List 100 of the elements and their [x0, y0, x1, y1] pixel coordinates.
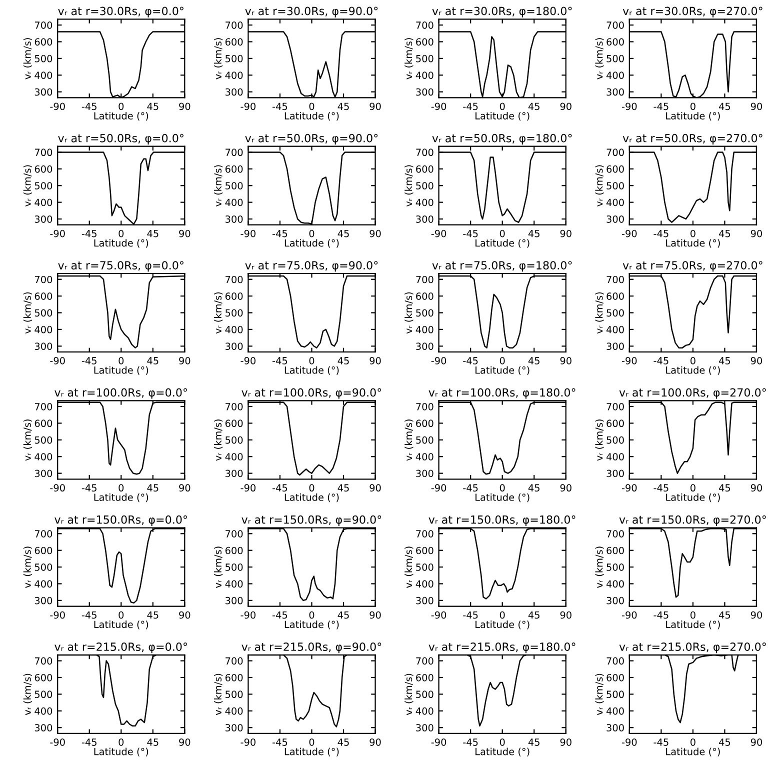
x-tick-label: 0 [500, 738, 505, 746]
y-tick-label: 700 [416, 530, 434, 538]
y-tick-label: 500 [226, 436, 243, 444]
x-tick-label: 90 [179, 484, 190, 492]
chart-title: vᵣ at r=50.0Rs, φ=0.0° [58, 134, 184, 144]
y-tick-label: 500 [416, 54, 434, 62]
y-tick-label: 400 [606, 707, 624, 715]
y-tick-label: 700 [606, 22, 624, 29]
y-axis-title: vᵣ (km/s) [404, 292, 414, 334]
x-tick-label: -45 [463, 102, 478, 110]
x-tick-label: -45 [82, 357, 96, 364]
y-tick-label: 600 [606, 165, 624, 173]
y-axis-title: vᵣ (km/s) [595, 165, 604, 206]
y-tick-label: 400 [225, 707, 243, 715]
y-tick-label: 500 [226, 564, 243, 571]
x-axis-title: Latitude (°) [666, 748, 720, 756]
x-tick-label: -45 [654, 357, 668, 364]
x-tick-label: 90 [750, 611, 762, 619]
y-tick-label: 400 [34, 707, 52, 715]
y-tick-label: 600 [416, 165, 434, 173]
x-axis-title: Latitude (°) [476, 112, 530, 121]
y-tick-label: 600 [34, 38, 52, 46]
y-tick-label: 700 [606, 530, 624, 538]
y-tick-label: 500 [606, 309, 624, 317]
x-tick-label: 0 [500, 357, 505, 364]
y-tick-label: 400 [225, 72, 243, 79]
y-tick-label: 400 [34, 580, 52, 588]
y-tick-label: 300 [34, 596, 52, 604]
x-axis-title: Latitude (°) [666, 366, 720, 375]
x-tick-label: 90 [179, 357, 190, 364]
x-tick-label: 0 [309, 738, 314, 746]
x-tick-label: 0 [309, 357, 314, 364]
x-tick-label: 45 [719, 484, 730, 492]
x-tick-label: 0 [309, 230, 314, 238]
y-tick-label: 700 [416, 22, 434, 29]
y-tick-label: 600 [34, 165, 52, 173]
x-tick-label: 90 [370, 484, 381, 492]
y-tick-label: 400 [34, 198, 52, 206]
x-axis-title: Latitude (°) [476, 493, 530, 502]
y-tick-label: 500 [416, 436, 434, 444]
x-tick-label: 45 [528, 484, 540, 492]
x-axis-title: Latitude (°) [476, 239, 530, 248]
x-tick-label: 0 [500, 230, 505, 238]
y-tick-label: 300 [34, 470, 52, 478]
x-tick-label: 90 [179, 738, 190, 746]
chart-title: vᵣ at r=215.0Rs, φ=180.0° [428, 642, 576, 654]
y-tick-label: 400 [606, 198, 624, 206]
y-tick-label: 300 [606, 724, 624, 732]
x-tick-label: 45 [338, 484, 349, 492]
chart-title: vᵣ at r=30.0Rs, φ=90.0° [245, 6, 378, 18]
x-tick-label: 90 [370, 230, 381, 238]
x-axis-title: Latitude (°) [94, 620, 148, 630]
y-tick-label: 700 [34, 148, 52, 156]
x-tick-label: -90 [240, 611, 256, 619]
x-axis-title: Latitude (°) [476, 366, 530, 375]
y-tick-label: 600 [225, 165, 243, 173]
x-tick-label: 90 [560, 357, 572, 364]
y-tick-label: 400 [416, 707, 434, 715]
x-tick-label: -90 [240, 357, 256, 364]
y-tick-label: 700 [416, 276, 434, 284]
x-tick-label: 90 [370, 102, 381, 110]
chart-title: vᵣ at r=215.0Rs, φ=90.0° [242, 642, 382, 654]
y-axis-title: vᵣ (km/s) [595, 292, 604, 334]
x-tick-label: -45 [272, 611, 288, 619]
x-tick-label: -45 [82, 611, 96, 619]
chart-title: vᵣ at r=150.0Rs, φ=270.0° [619, 515, 766, 526]
y-tick-label: 600 [606, 420, 624, 428]
x-tick-label: 0 [690, 484, 696, 492]
chart-title: vᵣ at r=50.0Rs, φ=180.0° [432, 134, 572, 144]
x-tick-label: -45 [463, 484, 478, 492]
y-tick-label: 300 [416, 596, 434, 604]
y-axis-title: vᵣ (km/s) [214, 420, 223, 461]
x-tick-label: 0 [309, 102, 314, 110]
y-tick-label: 600 [416, 674, 434, 682]
x-tick-label: 45 [528, 357, 540, 364]
y-tick-label: 300 [416, 724, 434, 732]
x-tick-label: 45 [719, 738, 730, 746]
y-axis-title: vᵣ (km/s) [214, 674, 223, 716]
y-tick-label: 700 [226, 657, 243, 665]
y-tick-label: 300 [416, 470, 434, 478]
y-tick-label: 500 [34, 564, 52, 571]
y-tick-label: 400 [606, 580, 624, 588]
x-tick-label: -90 [431, 611, 446, 619]
y-tick-label: 400 [416, 580, 434, 588]
chart-title: vᵣ at r=150.0Rs, φ=180.0° [428, 515, 576, 526]
y-tick-label: 600 [225, 38, 243, 46]
y-tick-label: 600 [34, 674, 52, 682]
y-tick-label: 300 [606, 215, 624, 223]
x-tick-label: 0 [690, 102, 696, 110]
x-tick-label: 90 [750, 484, 762, 492]
x-axis-title: Latitude (°) [94, 748, 148, 756]
y-tick-label: 500 [34, 309, 52, 317]
x-tick-label: 0 [118, 357, 124, 364]
x-tick-label: 0 [500, 102, 505, 110]
y-tick-label: 500 [226, 309, 243, 317]
y-tick-label: 400 [416, 453, 434, 460]
x-tick-label: 45 [528, 738, 540, 746]
x-tick-label: -90 [50, 102, 65, 110]
y-tick-label: 400 [225, 326, 243, 334]
y-axis-title: vᵣ (km/s) [595, 674, 604, 716]
